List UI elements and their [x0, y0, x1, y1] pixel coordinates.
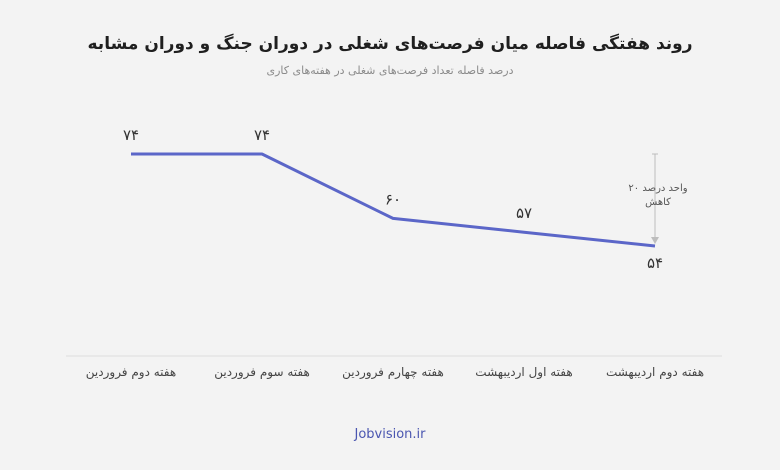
x-tick-label: هفته اول اردیبهشت: [475, 365, 572, 380]
annotation-text: ۲۰ واحد درصد کاهش: [628, 183, 687, 208]
value-label: ۷۴: [254, 126, 270, 144]
value-label: ۵۴: [647, 254, 663, 272]
source-footer: Jobvision.ir: [354, 427, 426, 442]
series-line: [131, 152, 656, 248]
x-tick-label: هفته سوم فروردین: [214, 365, 310, 380]
value-label: ۷۴: [123, 126, 139, 144]
chart-subtitle: درصد فاصله تعداد فرصت‌های شغلی در هفته‌ه…: [266, 64, 514, 77]
chart-title: روند هفتگی فاصله میان فرصت‌های شغلی در د…: [87, 34, 693, 54]
x-tick-label: هفته دوم اردیبهشت: [606, 365, 704, 380]
value-label: ۵۷: [516, 204, 532, 222]
x-tick-label: هفته دوم فروردین: [86, 365, 176, 380]
value-label: ۶۰: [385, 190, 401, 208]
x-tick-label: هفته چهارم فروردین: [342, 365, 444, 380]
annotation-arrow-head: [651, 237, 659, 244]
